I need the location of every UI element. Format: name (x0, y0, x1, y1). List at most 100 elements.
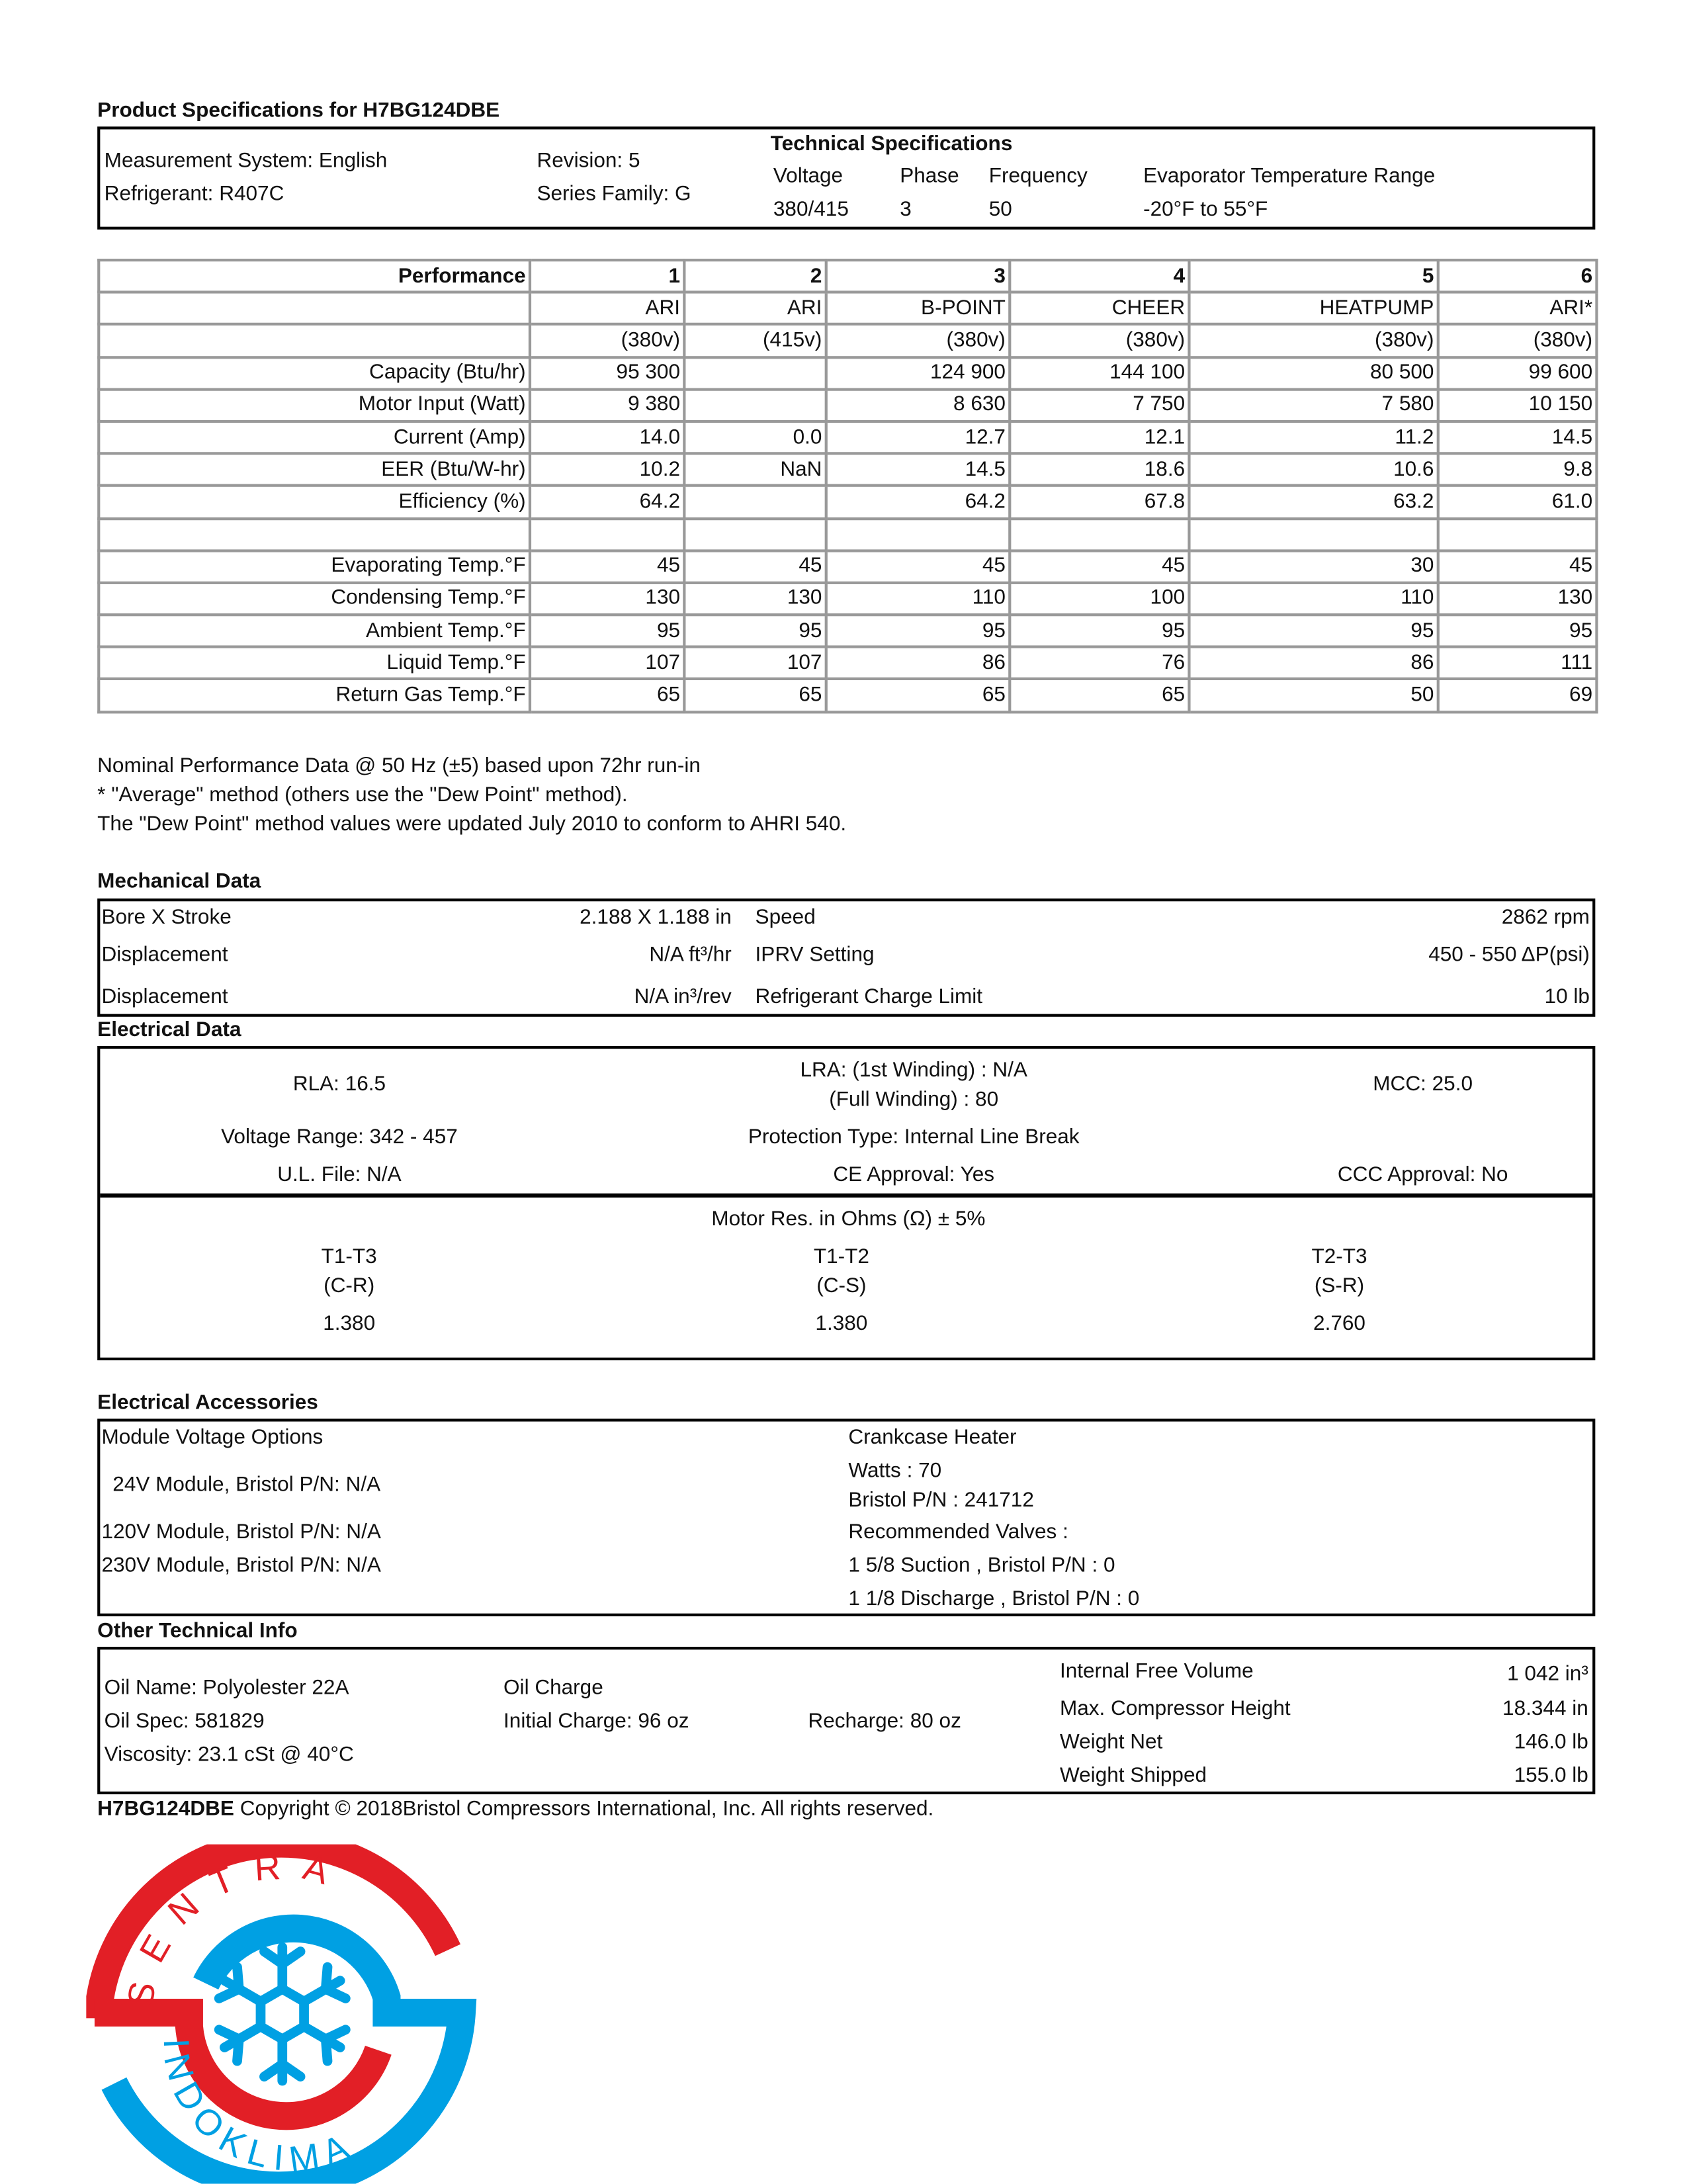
table-header-row: Performance 1 2 3 4 5 6 (97, 259, 1598, 294)
table-cell: 65 (683, 677, 828, 713)
table-row: Motor Input (Watt) 9 380 8 630 7 750 7 580 10… (97, 387, 1598, 423)
table-cell: 86 (824, 645, 1012, 681)
motor-value-3: 2.760 (1313, 1311, 1365, 1336)
table-cell: 95 (528, 613, 686, 649)
oil-charge-title: Oil Charge (503, 1676, 603, 1700)
table-row: EER (Btu/W-hr) 10.2 NaN 14.5 18.6 10.6 9.8 (97, 452, 1598, 488)
charge-limit-value: 10 lb (1544, 984, 1590, 1009)
table-cell (528, 516, 686, 552)
table-cell: 5 (1188, 259, 1440, 294)
table-row: Liquid Temp.°F 107 107 86 76 86 111 (97, 645, 1598, 681)
table-cell: 18.6 (1008, 452, 1191, 488)
table-cell: 11.2 (1188, 419, 1440, 455)
table-cell: 45 (824, 548, 1012, 584)
accessories-box: Module Voltage Options 24V Module, Brist… (97, 1419, 1596, 1616)
evap-range-label: Evaporator Temperature Range (1143, 164, 1436, 188)
row-label: Evaporating Temp.°F (97, 548, 532, 584)
viscosity: Viscosity: 23.1 cSt @ 40°C (104, 1743, 354, 1767)
crankcase-heater-title: Crankcase Heater (848, 1425, 1017, 1450)
mechanical-box: Bore X Stroke 2.188 X 1.188 in Speed 286… (97, 898, 1596, 1017)
motor-code-3: (S-R) (1314, 1274, 1365, 1298)
snowflake-icon (216, 1942, 349, 2081)
charge-limit-label: Refrigerant Charge Limit (755, 984, 983, 1009)
table-cell: (380v) (528, 323, 686, 359)
initial-charge: Initial Charge: 96 oz (503, 1709, 689, 1733)
table-cell: 10.2 (528, 452, 686, 488)
height-value: 18.344 in (1502, 1696, 1588, 1721)
displacement-rev-label: Displacement (101, 984, 228, 1009)
row-label (97, 323, 532, 359)
logo-blue-arc (101, 1914, 477, 2184)
table-cell: 86 (1188, 645, 1440, 681)
motor-pair-3: T2-T3 (1311, 1245, 1367, 1269)
table-cell: (380v) (1008, 323, 1191, 359)
frequency-value: 50 (988, 197, 1012, 222)
row-label: Return Gas Temp.°F (97, 677, 532, 713)
speed-label: Speed (755, 905, 816, 930)
row-label: Current (Amp) (97, 419, 532, 455)
table-cell: 107 (683, 645, 828, 681)
table-cell: 4 (1008, 259, 1191, 294)
table-cell: 144 100 (1008, 355, 1191, 391)
table-cell: 69 (1436, 677, 1598, 713)
weight-net-value: 146.0 lb (1514, 1730, 1588, 1755)
row-label (97, 516, 532, 552)
table-row: Efficiency (%) 64.2 64.2 67.8 63.2 61.0 (97, 484, 1598, 520)
electrical-box: RLA: 16.5 LRA: (1st Winding) : N/A (Full… (97, 1045, 1596, 1361)
table-cell: 45 (1436, 548, 1598, 584)
frequency-label: Frequency (988, 164, 1088, 188)
table-cell: 0.0 (683, 419, 828, 455)
other-title: Other Technical Info (97, 1619, 298, 1643)
table-cell (1188, 516, 1440, 552)
row-label: Capacity (Btu/hr) (97, 355, 532, 391)
ul-file: U.L. File: N/A (277, 1162, 402, 1187)
table-cell: 130 (683, 581, 828, 617)
weight-shipped-value: 155.0 lb (1514, 1763, 1588, 1788)
table-cell: 110 (824, 581, 1012, 617)
table-cell: B-POINT (824, 290, 1012, 326)
speed-value: 2862 rpm (1501, 905, 1590, 930)
protection-type: Protection Type: Internal Line Break (748, 1125, 1080, 1149)
iprv-value: 450 - 550 ΔP(psi) (1428, 943, 1590, 967)
bore-stroke-label: Bore X Stroke (101, 905, 232, 930)
table-cell: 2 (683, 259, 828, 294)
table-cell: (415v) (683, 323, 828, 359)
table-cell: 64.2 (824, 484, 1012, 520)
oil-spec: Oil Spec: 581829 (104, 1709, 265, 1733)
table-cell: 63.2 (1188, 484, 1440, 520)
mechanical-title: Mechanical Data (97, 869, 261, 893)
table-cell (1436, 516, 1598, 552)
electrical-title: Electrical Data (97, 1018, 241, 1042)
displacement-hr-value: N/A ft³/hr (649, 943, 732, 967)
row-label: Ambient Temp.°F (97, 613, 532, 649)
ce-approval: CE Approval: Yes (833, 1162, 995, 1187)
mcc: MCC: 25.0 (1373, 1072, 1473, 1096)
row-label: Motor Input (Watt) (97, 387, 532, 423)
motor-pair-2: T1-T2 (813, 1245, 869, 1269)
table-cell: 14.5 (1436, 419, 1598, 455)
table-cell: 50 (1188, 677, 1440, 713)
table-cell: 107 (528, 645, 686, 681)
table-cell (683, 387, 828, 423)
module-24v: 24V Module, Bristol P/N: N/A (112, 1473, 381, 1497)
table-cell: ARI (683, 290, 828, 326)
motor-code-1: (C-R) (324, 1274, 375, 1298)
phase-value: 3 (900, 197, 912, 222)
table-cell: 100 (1008, 581, 1191, 617)
series-family: Series Family: G (537, 182, 691, 206)
row-label: Performance (97, 259, 532, 294)
bore-stroke-value: 2.188 X 1.188 in (580, 905, 732, 930)
table-cell: 110 (1188, 581, 1440, 617)
motor-pair-1: T1-T3 (321, 1245, 377, 1269)
logo-red-outer-arc (86, 1844, 461, 2019)
table-cell: 9.8 (1436, 452, 1598, 488)
table-row: Condensing Temp.°F 130 130 110 100 110 130 (97, 581, 1598, 617)
voltage-label: Voltage (773, 164, 844, 188)
table-cell: ARI (528, 290, 686, 326)
row-label: Efficiency (%) (97, 484, 532, 520)
table-row: Current (Amp) 14.0 0.0 12.7 12.1 11.2 14.5 (97, 419, 1598, 455)
suction-valve: 1 5/8 Suction , Bristol P/N : 0 (848, 1553, 1115, 1578)
accessories-title: Electrical Accessories (97, 1391, 318, 1415)
table-cell: 12.7 (824, 419, 1012, 455)
table-cell: 14.5 (824, 452, 1012, 488)
